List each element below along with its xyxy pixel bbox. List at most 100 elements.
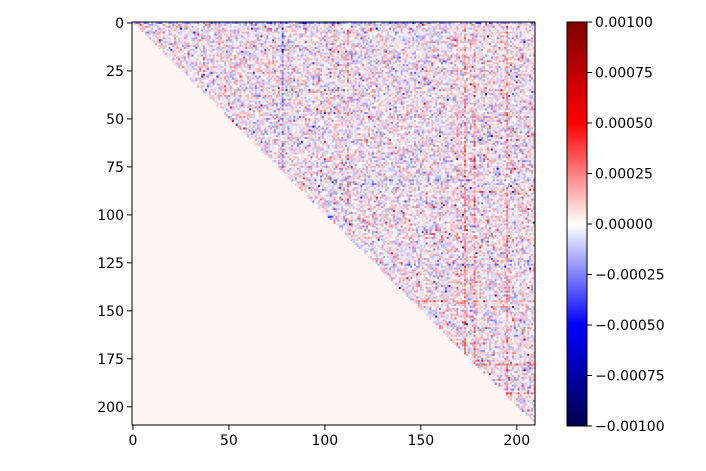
heatmap-cell: [156, 39, 160, 42]
heatmap-cell: [487, 50, 490, 54]
heatmap-cell: [464, 43, 467, 46]
heatmap-cell: [414, 48, 417, 52]
heatmap-cell: [460, 23, 463, 27]
heatmap-cell: [249, 45, 252, 48]
heatmap-cell: [412, 60, 415, 63]
heatmap-cell: [479, 31, 482, 34]
heatmap-cell: [371, 27, 375, 31]
heatmap-cell: [235, 39, 238, 42]
heatmap-cell: [174, 25, 177, 29]
heatmap-cell: [229, 29, 233, 32]
heatmap-cell: [375, 41, 378, 44]
heatmap-cell: [362, 60, 365, 63]
heatmap-cell: [266, 33, 269, 36]
heatmap-cell: [189, 62, 192, 65]
heatmap-cell: [174, 29, 177, 32]
heatmap-cell: [498, 27, 501, 31]
heatmap-cell: [300, 54, 304, 57]
heatmap-cell: [473, 58, 476, 61]
heatmap-cell: [525, 37, 528, 40]
heatmap-cell: [310, 33, 313, 36]
heatmap-cell: [247, 37, 250, 40]
heatmap-cell: [279, 48, 283, 52]
heatmap-cell: [214, 41, 217, 44]
heatmap-cell: [423, 52, 426, 55]
heatmap-cell: [408, 52, 411, 55]
heatmap-cell: [172, 54, 175, 57]
heatmap-cell: [354, 50, 357, 54]
heatmap-cell: [216, 43, 219, 46]
heatmap-cell: [260, 29, 263, 32]
heatmap-cell: [366, 23, 369, 27]
heatmap-cell: [293, 48, 296, 52]
heatmap-cell: [321, 37, 325, 40]
heatmap-cell: [354, 58, 357, 61]
heatmap-cell: [511, 46, 515, 50]
heatmap-cell: [511, 48, 515, 52]
heatmap-cell: [229, 31, 233, 34]
heatmap-cell: [416, 29, 419, 32]
heatmap-cell: [318, 22, 321, 25]
heatmap-cell: [517, 45, 520, 48]
heatmap-cell: [416, 60, 419, 63]
heatmap-cell: [496, 35, 499, 38]
heatmap-cell: [218, 45, 221, 48]
heatmap-cell: [379, 54, 382, 57]
heatmap-cell: [471, 50, 474, 54]
heatmap-cell: [360, 52, 363, 55]
heatmap-cell: [450, 54, 453, 57]
heatmap-cell: [373, 52, 377, 55]
heatmap-cell: [256, 37, 260, 40]
heatmap-cell: [178, 62, 181, 65]
heatmap-cell: [368, 50, 371, 54]
heatmap-cell: [195, 41, 198, 44]
heatmap-cell: [523, 56, 526, 59]
heatmap-cell: [362, 25, 365, 29]
heatmap-cell: [201, 22, 204, 25]
heatmap-cell: [197, 50, 200, 54]
heatmap-cell: [425, 41, 428, 44]
heatmap-cell: [358, 48, 361, 52]
heatmap-cell: [350, 48, 354, 52]
heatmap-cell: [272, 25, 275, 29]
heatmap-cell: [187, 56, 190, 59]
heatmap-cell: [527, 48, 530, 52]
heatmap-cell: [362, 56, 365, 59]
heatmap-cell: [458, 35, 461, 38]
heatmap-cell: [448, 46, 451, 50]
heatmap-cell: [529, 23, 532, 27]
heatmap-cell: [448, 41, 451, 44]
heatmap-cell: [414, 27, 417, 31]
heatmap-cell: [416, 27, 419, 31]
heatmap-cell: [417, 23, 421, 27]
heatmap-cell: [304, 29, 307, 32]
heatmap-cell: [417, 37, 421, 40]
heatmap-cell: [498, 45, 501, 48]
heatmap-cell: [433, 37, 436, 40]
heatmap-cell: [454, 48, 457, 52]
heatmap-cell: [381, 39, 384, 42]
heatmap-cell: [155, 35, 158, 38]
heatmap-cell: [302, 45, 306, 48]
heatmap-cell: [316, 35, 319, 38]
heatmap-cell: [398, 50, 402, 54]
heatmap-cell: [383, 29, 386, 32]
heatmap-cell: [506, 48, 509, 52]
heatmap-cell: [214, 29, 217, 32]
heatmap-cell: [354, 25, 357, 29]
heatmap-cell: [254, 60, 258, 63]
heatmap-cell: [404, 35, 407, 38]
heatmap-cell: [320, 58, 323, 61]
heatmap-cell: [381, 33, 384, 36]
heatmap-cell: [170, 46, 173, 50]
heatmap-cell: [533, 27, 535, 31]
heatmap-cell: [339, 54, 342, 57]
heatmap-cell: [235, 41, 238, 44]
heatmap-cell: [266, 37, 269, 40]
heatmap-cell: [224, 41, 227, 44]
heatmap-cell: [220, 23, 223, 27]
heatmap-cell: [289, 46, 292, 50]
heatmap-cell: [439, 27, 442, 31]
heatmap-cell: [406, 25, 409, 29]
heatmap-cell: [502, 31, 505, 34]
